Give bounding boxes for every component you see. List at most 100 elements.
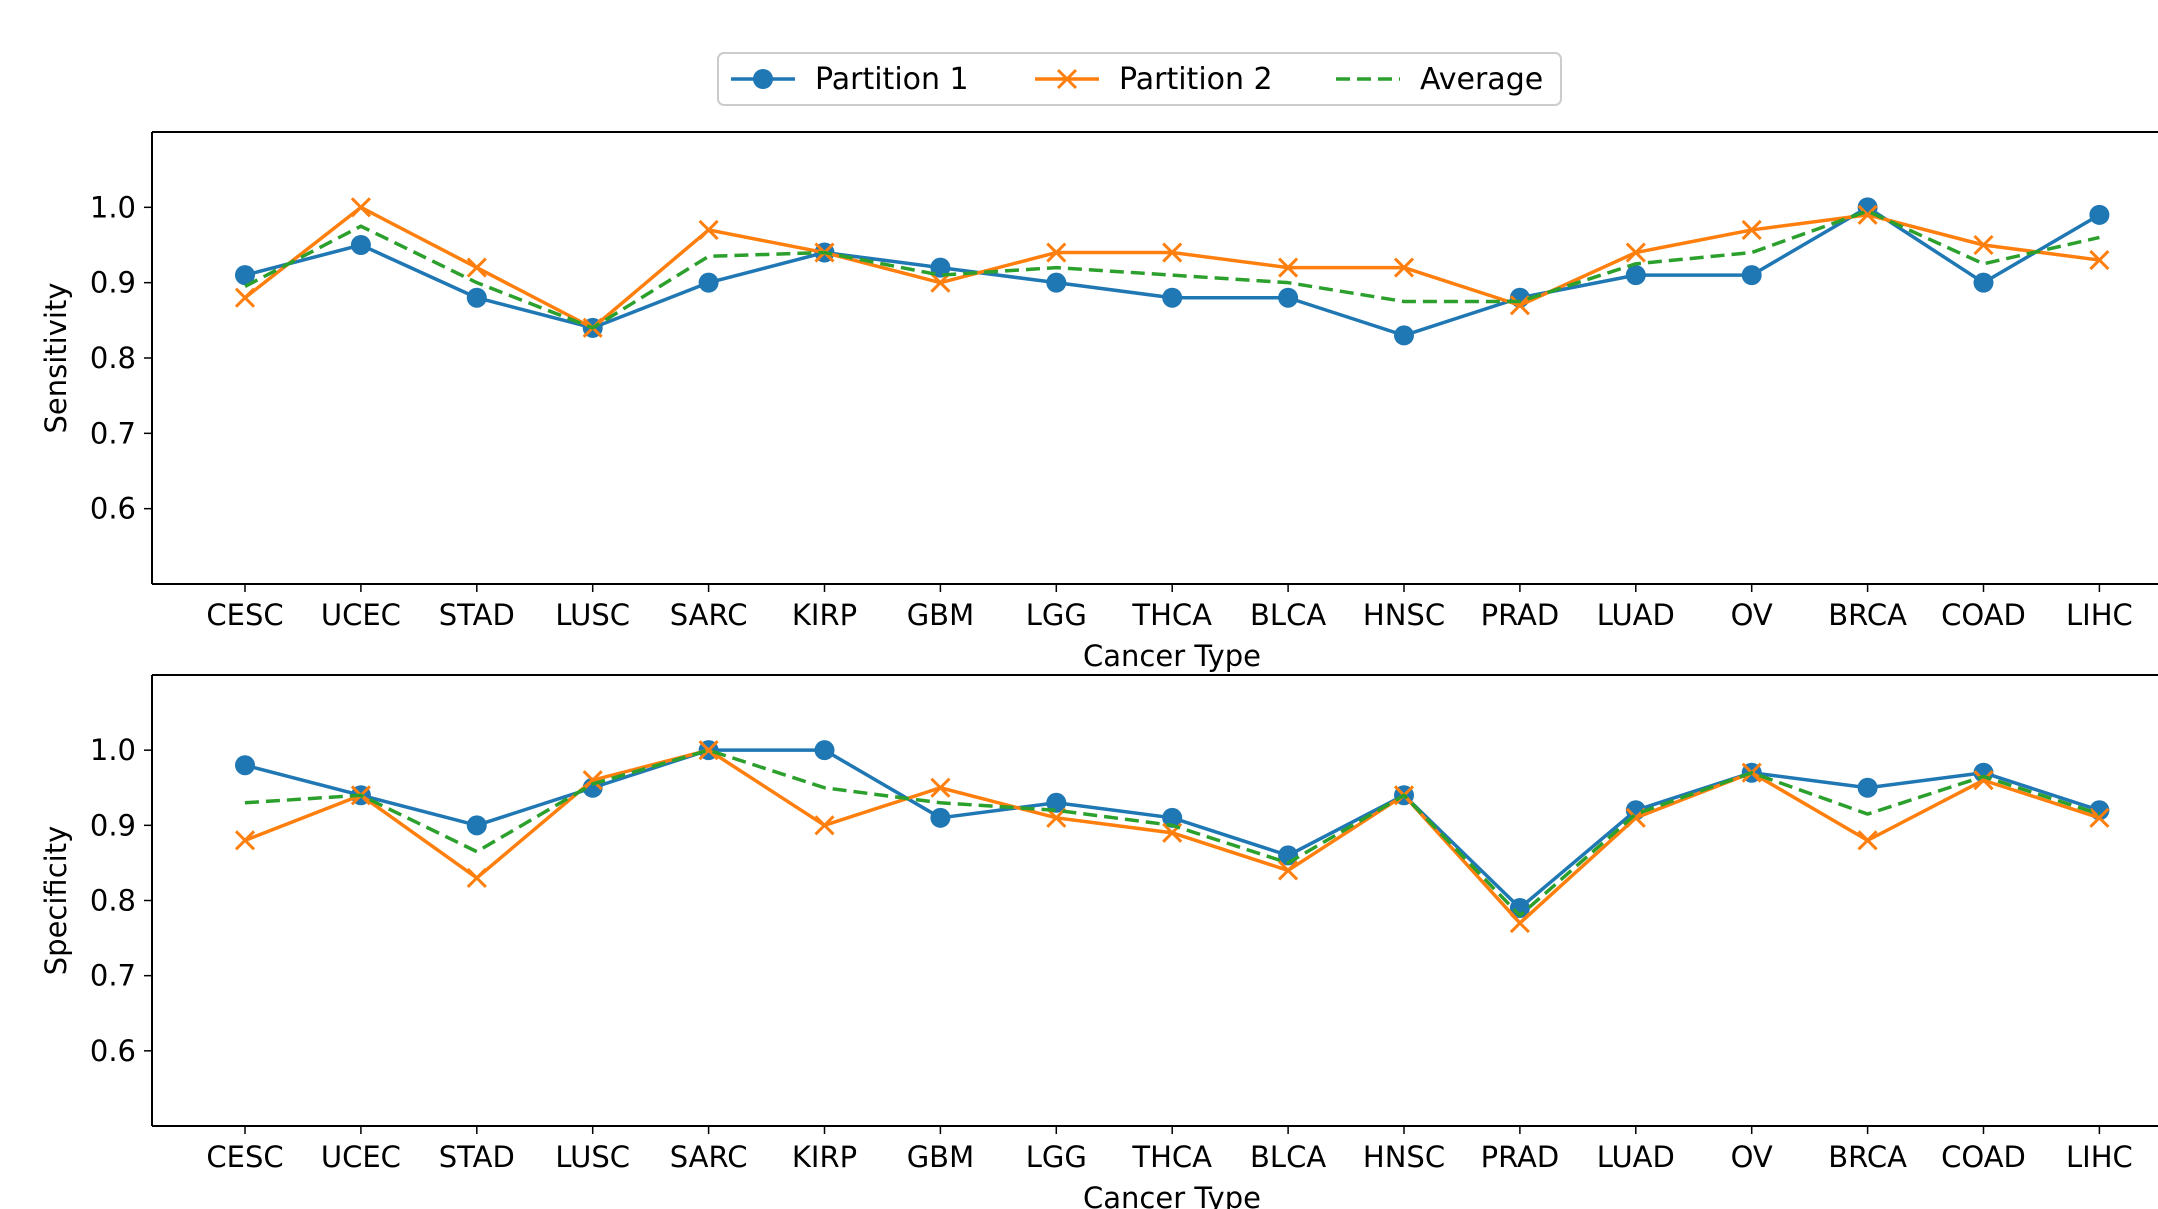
y-tick-label: 1.0 (90, 190, 136, 224)
legend-box (717, 52, 1562, 106)
data-point-partition-2 (814, 815, 835, 836)
plot-area: 0.6 0.7 0.8 0.9 1.0 CESC UCEC STAD LUSC SARC KIRP G… (39, 131, 2158, 1209)
y-tick-label: 0.6 (90, 1034, 136, 1068)
legend-label-average: Average (1420, 62, 1543, 97)
y-tick-label: 1.0 (90, 733, 136, 767)
x-tick-label: HNSC (1363, 598, 1445, 632)
data-point-partition-2 (1046, 242, 1067, 263)
data-point-partition-2 (1973, 234, 1994, 256)
data-point-partition-1 (350, 235, 371, 255)
series-average (244, 748, 2100, 918)
legend-entry-average: Average (1336, 62, 1543, 97)
x-tick-label: COAD (1941, 598, 2026, 632)
data-point-partition-2 (234, 287, 256, 308)
x-tick-label: HNSC (1363, 1140, 1445, 1174)
data-point-partition-2 (1278, 860, 1299, 881)
legend: Partition 1 Partition 2 Average (717, 52, 1562, 106)
y-tick-label: 0.9 (90, 808, 136, 842)
data-point-partition-1 (698, 272, 719, 293)
x-tick-label: GBM (907, 598, 974, 632)
x-tick-label: LUAD (1597, 1140, 1675, 1174)
data-point-partition-2 (1393, 257, 1415, 278)
data-point-partition-1 (1046, 272, 1067, 293)
data-point-partition-1 (1857, 777, 1878, 798)
y-tick-label: 0.8 (90, 884, 136, 918)
data-point-partition-2 (1278, 257, 1299, 278)
x-tick-label: COAD (1941, 1140, 2026, 1174)
x-tick-label: BLCA (1250, 1140, 1326, 1174)
x-tick-label: LIHC (2066, 598, 2133, 632)
x-tick-label: OV (1731, 1140, 1773, 1174)
x-tick-label: KIRP (792, 1140, 857, 1174)
data-point-partition-2 (2089, 250, 2110, 271)
x-tick-label: SARC (670, 1140, 748, 1174)
data-point-partition-1 (1741, 265, 1762, 286)
y-axis-label: Specificity (39, 826, 73, 975)
y-tick-label: 0.8 (90, 341, 136, 375)
y-tick-label: 0.9 (90, 266, 136, 300)
series-line-partition-1 (244, 748, 2100, 910)
series-partition-2 (234, 197, 2110, 338)
series-line-average (244, 748, 2100, 918)
x-tick-label: BRCA (1828, 598, 1907, 632)
x-tick-label: STAD (439, 598, 515, 632)
x-tick-label: CESC (206, 598, 283, 632)
x-tick-label: STAD (439, 1140, 515, 1174)
data-point-partition-1 (1973, 272, 1994, 293)
data-point-partition-2 (698, 740, 719, 761)
data-point-partition-1 (930, 807, 951, 828)
data-point-partition-1 (1625, 265, 1646, 286)
legend-label-partition-2: Partition 2 (1119, 62, 1273, 97)
x-tick-label: PRAD (1481, 598, 1560, 632)
panel-specificity: 0.6 0.7 0.8 0.9 1.0 CESC UCEC STAD LUSC SARC KIRP G… (39, 674, 2158, 1209)
data-point-partition-1 (1278, 287, 1299, 308)
x-tick-label: LUSC (555, 598, 630, 632)
series-partition-1 (235, 740, 2110, 919)
data-point-partition-2 (1857, 204, 1878, 225)
y-tick-label: 0.6 (90, 492, 136, 526)
x-tick-label: LGG (1026, 598, 1087, 632)
data-point-partition-2 (350, 197, 371, 218)
data-point-partition-1 (1046, 792, 1067, 813)
data-point-partition-2 (1162, 242, 1183, 263)
series-partition-2 (234, 740, 2110, 934)
x-tick-label: BLCA (1250, 598, 1326, 632)
x-tick-label: OV (1731, 598, 1773, 632)
data-point-partition-2 (1509, 912, 1530, 934)
x-tick-label: KIRP (792, 598, 857, 632)
data-point-partition-2 (582, 770, 603, 791)
data-point-partition-2 (1741, 219, 1762, 240)
x-tick-label: BRCA (1828, 1140, 1907, 1174)
series-average (244, 209, 2100, 330)
legend-marker-partition-2 (1056, 68, 1078, 90)
data-point-partition-1 (235, 755, 255, 776)
legend-marker-partition-1 (753, 69, 773, 89)
data-point-partition-2 (1625, 242, 1646, 263)
x-axis-label: Cancer Type (1083, 1181, 1261, 1209)
series-line-average (244, 209, 2100, 330)
legend-entry-partition-2: Partition 2 (1035, 62, 1273, 97)
x-axis-label: Cancer Type (1083, 639, 1261, 673)
x-tick-label: PRAD (1481, 1140, 1560, 1174)
data-point-partition-1 (466, 815, 487, 836)
y-tick-label: 0.7 (90, 959, 136, 993)
data-point-partition-1 (814, 740, 835, 761)
x-tick-label: THCA (1131, 598, 1212, 632)
x-tick-label: LUAD (1597, 598, 1675, 632)
data-point-partition-1 (1162, 287, 1183, 308)
x-tick-label: SARC (670, 598, 748, 632)
y-axis-label: Sensitivity (39, 283, 73, 434)
x-tick-label: GBM (907, 1140, 974, 1174)
x-tick-label: UCEC (321, 1140, 401, 1174)
data-point-partition-2 (2089, 807, 2110, 828)
legend-label-partition-1: Partition 1 (815, 62, 969, 97)
y-tick-label: 0.7 (90, 416, 136, 450)
data-point-partition-1 (1162, 807, 1183, 828)
data-point-partition-2 (930, 272, 951, 293)
data-point-partition-1 (2089, 204, 2110, 225)
data-point-partition-2 (466, 257, 487, 278)
data-point-partition-1 (235, 265, 255, 286)
data-point-partition-2 (1509, 295, 1530, 316)
data-point-partition-2 (1046, 807, 1067, 828)
x-tick-label: LUSC (555, 1140, 630, 1174)
